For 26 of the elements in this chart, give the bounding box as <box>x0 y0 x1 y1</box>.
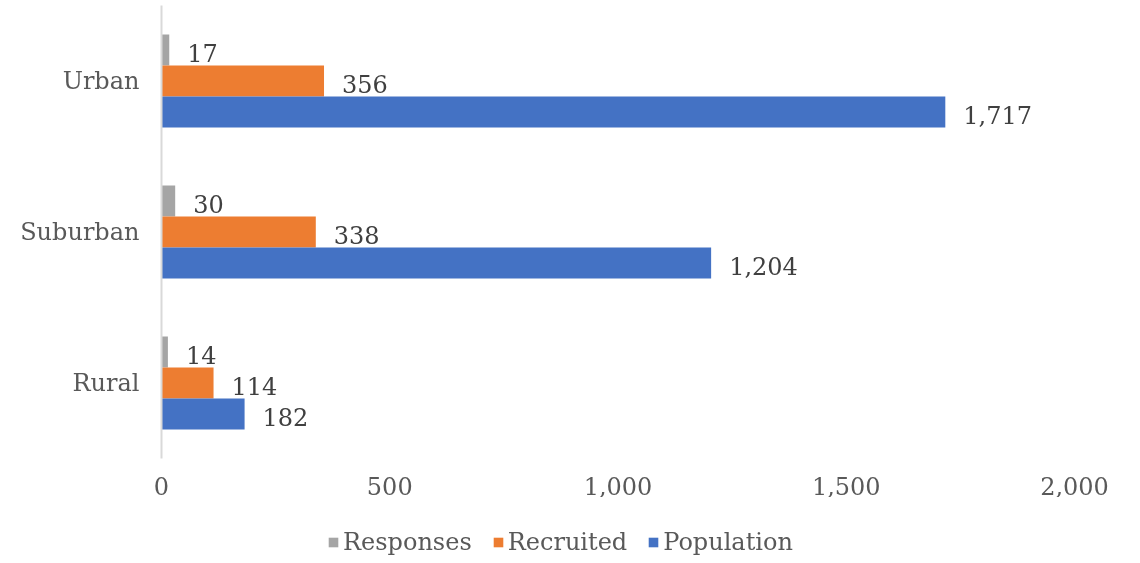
x-tick-label: 500 <box>366 472 413 501</box>
data-label: 30 <box>193 191 224 220</box>
legend-label: Recruited <box>507 528 628 556</box>
x-tick-label: 1,000 <box>583 472 653 501</box>
data-label: 338 <box>333 222 380 250</box>
bar <box>161 247 712 279</box>
data-label: 182 <box>262 403 309 432</box>
bar <box>161 398 245 430</box>
y-tick-label: Rural <box>72 369 140 397</box>
data-label: 14 <box>185 342 217 371</box>
x-tick-label: 2,000 <box>1040 472 1109 501</box>
legend-label: Population <box>663 528 793 556</box>
bar <box>161 367 214 399</box>
x-tick-label: 1,500 <box>811 472 881 501</box>
bar <box>161 65 325 97</box>
y-tick-label: Urban <box>62 67 140 95</box>
data-label: 356 <box>342 71 388 99</box>
data-label: 1,717 <box>963 101 1033 130</box>
data-label: 1,204 <box>729 252 798 281</box>
data-label: 17 <box>187 40 218 69</box>
data-label: 114 <box>231 373 278 401</box>
bar <box>161 216 316 248</box>
legend-label: Responses <box>343 528 472 556</box>
bar <box>161 96 946 128</box>
x-tick-label: 0 <box>153 472 170 501</box>
y-tick-label: Suburban <box>20 218 140 246</box>
